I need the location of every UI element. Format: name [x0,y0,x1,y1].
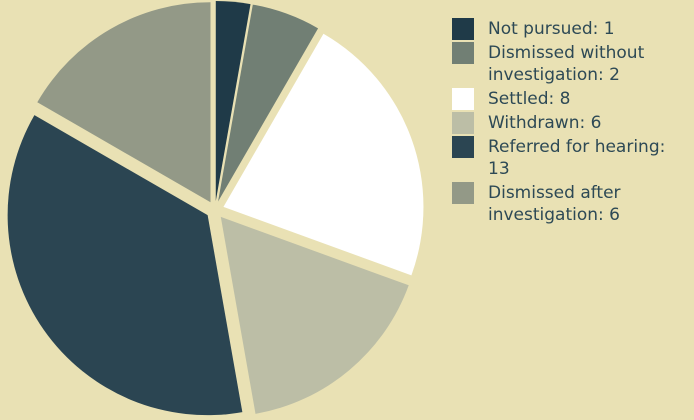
legend-label-settled: Settled: 8 [488,89,571,109]
pie-slice-referred-for-hearing [7,115,243,416]
legend-swatch-settled [452,88,474,110]
pie-slice-dismissed-without-investigation [218,4,319,202]
legend-swatch-not-pursued [452,18,474,40]
legend-item-dismissed-without-investigation: Dismissed without investigation: 2 [452,42,692,86]
legend-label-dismissed-without-investigation: Dismissed without investigation: 2 [488,43,645,85]
legend-item-dismissed-after-investigation: Dismissed after investigation: 6 [452,182,692,226]
legend-label-referred-for-hearing: Referred for hearing: 13 [488,137,666,179]
legend-item-not-pursued: Not pursued: 1 [452,18,692,40]
pie-slice-settled [223,33,424,276]
legend-swatch-referred-for-hearing [452,136,474,158]
legend-item-withdrawn: Withdrawn: 6 [452,112,692,134]
legend-label-withdrawn: Withdrawn: 6 [488,113,602,133]
pie-slice-not-pursued [215,1,251,202]
legend-item-settled: Settled: 8 [452,88,692,110]
pie-chart [7,1,424,416]
legend-label-dismissed-after-investigation: Dismissed after investigation: 6 [488,183,621,225]
legend-swatch-withdrawn [452,112,474,134]
legend-swatch-dismissed-after-investigation [452,182,474,204]
legend: Not pursued: 1 Dismissed without investi… [452,18,692,228]
pie-slice-dismissed-after-investigation [37,2,211,203]
pie-slice-withdrawn [220,216,409,414]
legend-item-referred-for-hearing: Referred for hearing: 13 [452,136,692,180]
legend-label-not-pursued: Not pursued: 1 [488,19,615,39]
legend-swatch-dismissed-without-investigation [452,42,474,64]
